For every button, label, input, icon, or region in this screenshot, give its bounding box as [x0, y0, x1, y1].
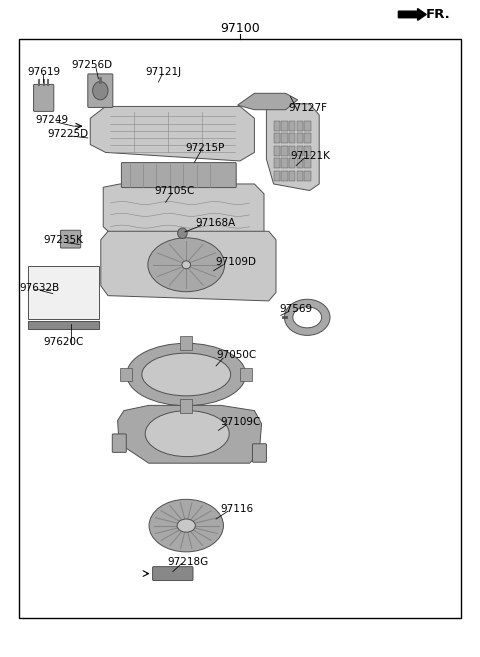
Bar: [180, 399, 192, 413]
Text: 97050C: 97050C: [216, 350, 256, 361]
Text: 97619: 97619: [28, 66, 61, 77]
Text: 97569: 97569: [279, 304, 312, 314]
Text: 97109D: 97109D: [215, 257, 256, 267]
FancyBboxPatch shape: [88, 74, 113, 108]
Text: 97121K: 97121K: [290, 150, 330, 161]
Text: 97249: 97249: [36, 114, 69, 125]
Bar: [297, 146, 303, 156]
Text: 97121J: 97121J: [145, 66, 181, 77]
Ellipse shape: [293, 307, 322, 328]
Bar: [281, 158, 288, 168]
Polygon shape: [101, 231, 276, 301]
Ellipse shape: [142, 353, 231, 396]
Bar: [304, 158, 311, 168]
Text: 97116: 97116: [221, 503, 254, 514]
Bar: [289, 121, 295, 131]
Bar: [304, 133, 311, 143]
Ellipse shape: [93, 81, 108, 100]
Bar: [289, 146, 295, 156]
FancyArrow shape: [398, 9, 426, 20]
Bar: [281, 171, 288, 181]
Bar: [289, 171, 295, 181]
Bar: [297, 158, 303, 168]
Ellipse shape: [148, 238, 225, 292]
Bar: [304, 171, 311, 181]
Ellipse shape: [177, 519, 195, 532]
Bar: [297, 133, 303, 143]
Bar: [28, 321, 99, 328]
Ellipse shape: [178, 228, 187, 238]
Text: FR.: FR.: [426, 8, 451, 21]
Text: 97235K: 97235K: [43, 235, 83, 245]
Text: 97105C: 97105C: [155, 185, 195, 196]
Polygon shape: [266, 104, 319, 191]
Polygon shape: [103, 184, 264, 240]
Bar: [28, 266, 99, 319]
Text: 97225D: 97225D: [47, 129, 88, 139]
Bar: [19, 39, 461, 618]
Ellipse shape: [149, 499, 223, 552]
Bar: [297, 171, 303, 181]
Polygon shape: [238, 93, 298, 110]
Bar: [240, 368, 252, 381]
Ellipse shape: [145, 411, 229, 457]
Bar: [289, 158, 295, 168]
Bar: [274, 146, 280, 156]
Bar: [289, 133, 295, 143]
FancyBboxPatch shape: [121, 162, 236, 188]
Text: 97109C: 97109C: [221, 417, 261, 427]
Text: 97632B: 97632B: [19, 283, 60, 293]
Bar: [304, 146, 311, 156]
Text: 97256D: 97256D: [71, 60, 112, 70]
Ellipse shape: [284, 300, 330, 336]
Polygon shape: [118, 405, 262, 463]
Bar: [281, 146, 288, 156]
Text: 97215P: 97215P: [185, 143, 225, 153]
Bar: [297, 121, 303, 131]
Bar: [274, 171, 280, 181]
Bar: [180, 336, 192, 350]
Bar: [274, 133, 280, 143]
Polygon shape: [90, 106, 254, 161]
Ellipse shape: [182, 261, 191, 269]
FancyBboxPatch shape: [34, 84, 54, 112]
Ellipse shape: [127, 344, 246, 406]
FancyBboxPatch shape: [252, 443, 266, 463]
Bar: [120, 368, 132, 381]
Text: 97100: 97100: [220, 22, 260, 35]
Text: 97168A: 97168A: [196, 218, 236, 229]
FancyBboxPatch shape: [153, 566, 193, 581]
Text: 97218G: 97218G: [167, 556, 208, 567]
Bar: [281, 133, 288, 143]
Bar: [281, 121, 288, 131]
FancyBboxPatch shape: [60, 230, 81, 248]
FancyBboxPatch shape: [112, 434, 126, 453]
Bar: [274, 158, 280, 168]
Text: 97127F: 97127F: [288, 102, 327, 113]
Bar: [304, 121, 311, 131]
Text: 97620C: 97620C: [43, 337, 84, 348]
Bar: [274, 121, 280, 131]
